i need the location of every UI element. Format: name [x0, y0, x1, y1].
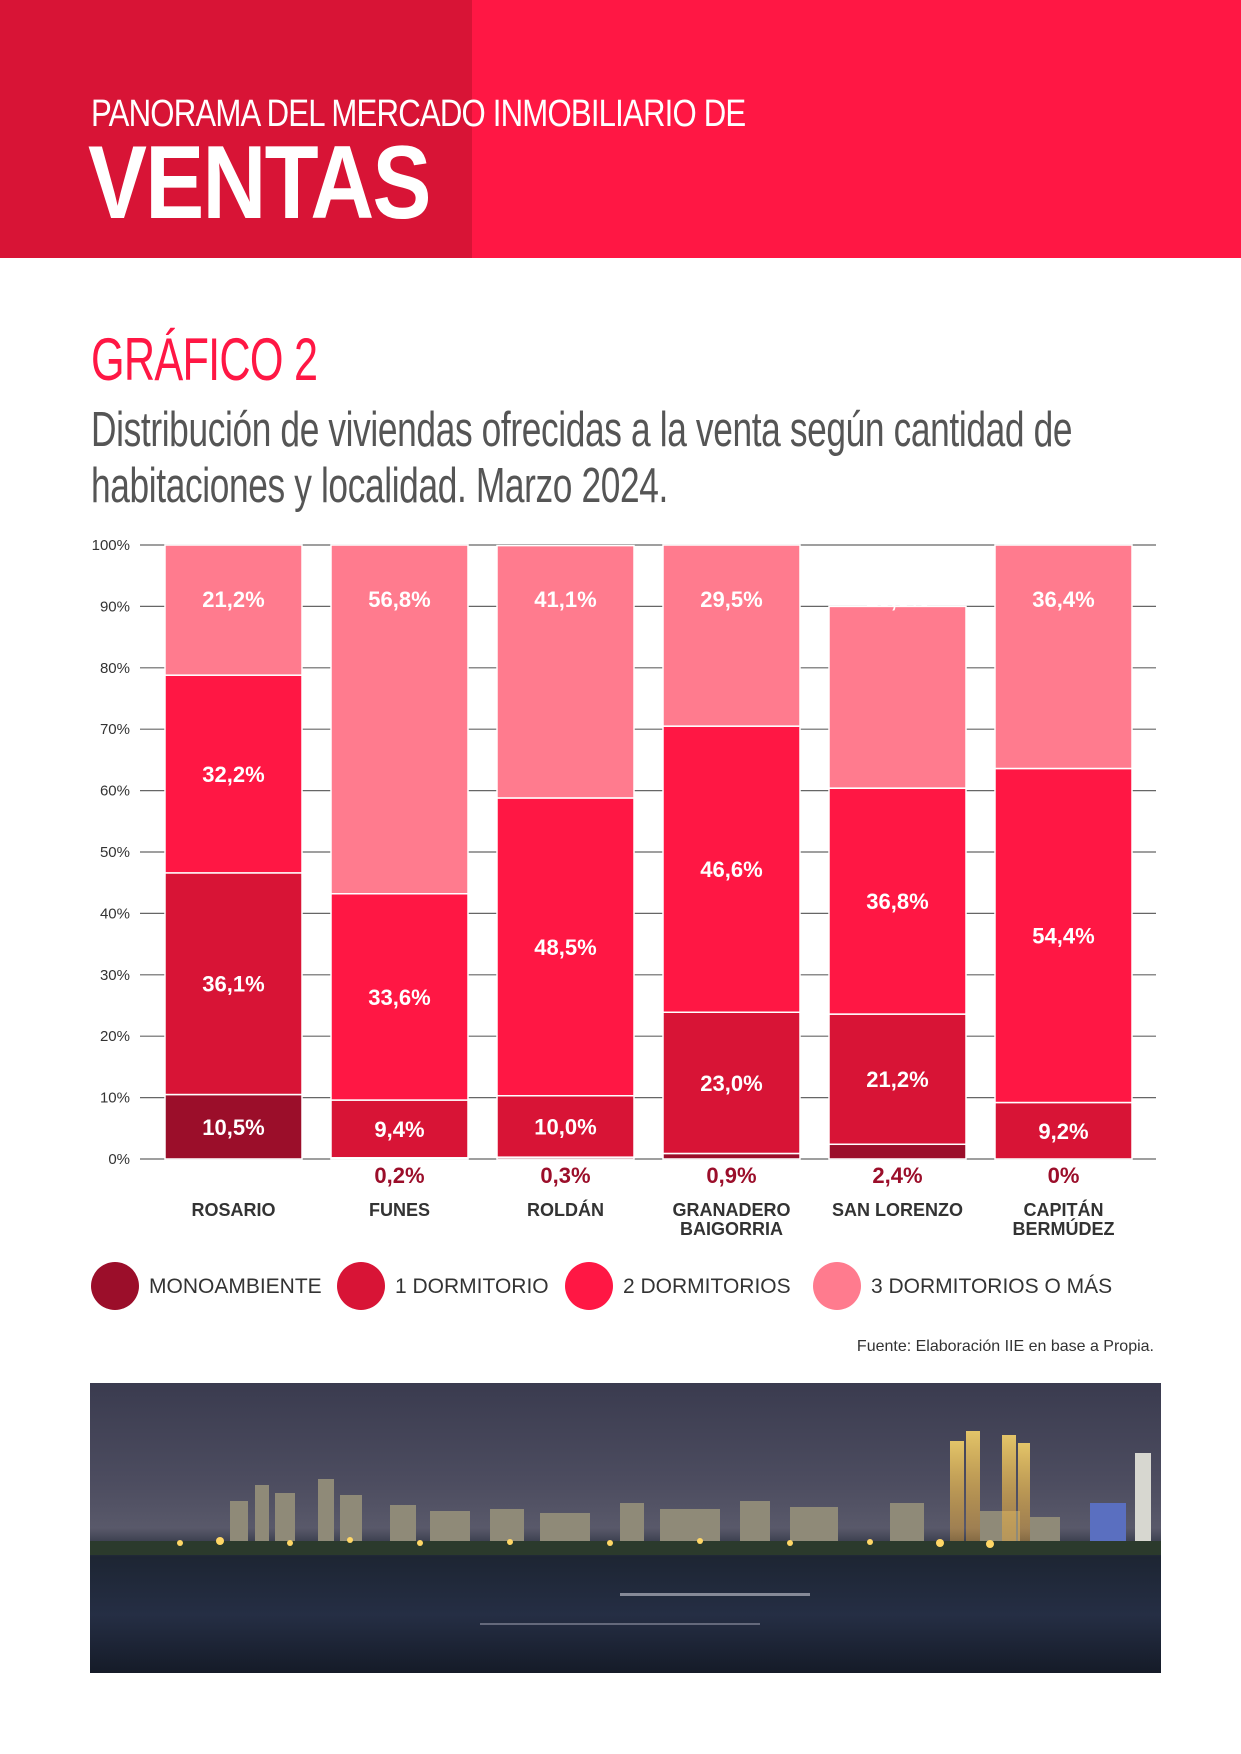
x-category-label: GRANADERO	[672, 1200, 790, 1220]
bar-segment	[662, 725, 801, 1014]
y-tick-label: 30%	[100, 967, 130, 984]
data-label: 29,6%	[866, 587, 928, 612]
legend-label: MONOAMBIENTE	[149, 1275, 322, 1298]
bar-segment	[164, 872, 303, 1096]
x-category-label: FUNES	[369, 1200, 430, 1220]
y-tick-label: 80%	[100, 660, 130, 677]
legend-swatch	[813, 1262, 861, 1310]
bar-segment	[662, 1152, 801, 1160]
bar-segment	[164, 674, 303, 874]
data-label: 9,4%	[374, 1117, 424, 1142]
bar-segment	[828, 1143, 967, 1160]
y-tick-label: 50%	[100, 844, 130, 861]
city-skyline-photo	[90, 1383, 1161, 1673]
header-title: VENTAS	[88, 125, 432, 241]
data-label: 9,2%	[1038, 1119, 1088, 1144]
data-label: 10,5%	[202, 1115, 264, 1140]
x-category-label: ROSARIO	[191, 1200, 275, 1220]
header-accent-block	[0, 0, 472, 258]
data-label: 56,8%	[368, 587, 430, 612]
y-tick-label: 20%	[100, 1028, 130, 1045]
data-label: 48,5%	[534, 935, 596, 960]
x-category-label: BAIGORRIA	[680, 1219, 783, 1239]
bar-segment	[828, 787, 967, 1015]
data-label: 0,3%	[540, 1163, 590, 1188]
bar-segment	[496, 1095, 635, 1158]
legend-label: 3 DORMITORIOS O MÁS	[871, 1275, 1113, 1298]
legend-label: 1 DORMITORIO	[395, 1275, 549, 1298]
bar-segment	[994, 544, 1133, 770]
data-label: 33,6%	[368, 985, 430, 1010]
bar-segment	[330, 544, 469, 895]
bar-segment	[662, 1011, 801, 1155]
bar-segment	[662, 544, 801, 727]
x-category-label: CAPITÁN	[1024, 1199, 1104, 1220]
bar-segment	[496, 544, 635, 799]
y-tick-label: 70%	[100, 721, 130, 738]
source-note: Fuente: Elaboración IIE en base a Propia…	[856, 1338, 1154, 1355]
figure-description: Distribución de viviendas ofrecidas a la…	[91, 403, 1073, 513]
legend-label: 2 DORMITORIOS	[623, 1275, 791, 1298]
stacked-bar-chart: 0% 10% 20% 30% 40% 50% 60% 70% 80% 90% 100% 10,5% 36…	[92, 537, 1156, 1239]
y-tick-label: 60%	[100, 783, 130, 800]
x-category-label: BERMÚDEZ	[1013, 1218, 1115, 1239]
data-label: 29,5%	[700, 587, 762, 612]
data-label: 0,9%	[706, 1163, 756, 1188]
x-category-label: SAN LORENZO	[832, 1200, 963, 1220]
data-label: 21,2%	[202, 587, 264, 612]
data-label: 41,1%	[534, 587, 596, 612]
data-label: 23,0%	[700, 1071, 762, 1096]
data-label: 2,4%	[872, 1163, 922, 1188]
bar-segment	[994, 1101, 1133, 1160]
y-tick-label: 10%	[100, 1090, 130, 1107]
data-label: 0%	[1048, 1163, 1080, 1188]
bar-segment	[330, 893, 469, 1101]
y-tick-label: 100%	[92, 537, 130, 554]
bar-segment	[828, 1013, 967, 1146]
bar-segment	[496, 797, 635, 1097]
data-label: 46,6%	[700, 857, 762, 882]
city-skyline-night-icon	[90, 1431, 1161, 1625]
bar-segment	[330, 1099, 469, 1159]
legend-swatch	[337, 1262, 385, 1310]
data-label: 54,4%	[1032, 924, 1094, 949]
data-label: 32,2%	[202, 762, 264, 787]
header-subtitle: PANORAMA DEL MERCADO INMOBILIARIO DE	[91, 93, 746, 135]
y-tick-label: 40%	[100, 905, 130, 922]
header-banner: PANORAMA DEL MERCADO INMOBILIARIO DE VEN…	[0, 0, 1241, 258]
data-label: 10,0%	[534, 1114, 596, 1139]
bar-segment	[164, 1093, 303, 1160]
y-tick-label: 90%	[100, 598, 130, 615]
bar-segment	[828, 605, 967, 789]
y-tick-label: 0%	[108, 1151, 130, 1168]
data-label: 36,1%	[202, 972, 264, 997]
legend-swatch	[565, 1262, 613, 1310]
legend-swatch	[91, 1262, 139, 1310]
data-label: 36,4%	[1032, 587, 1094, 612]
data-label: 0,2%	[374, 1163, 424, 1188]
bar-segment	[164, 544, 303, 676]
bar-segment	[994, 767, 1133, 1104]
data-label: 21,2%	[866, 1067, 928, 1092]
x-category-label: ROLDÁN	[527, 1199, 604, 1220]
data-label: 36,8%	[866, 889, 928, 914]
figure-number: GRÁFICO 2	[91, 326, 318, 393]
